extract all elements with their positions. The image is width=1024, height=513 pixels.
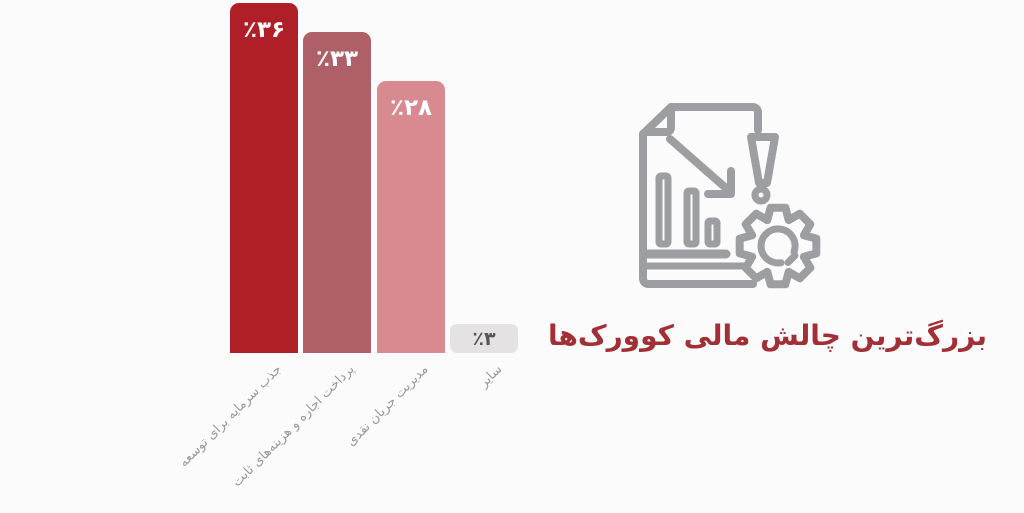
declining-bar-chart-icon bbox=[643, 172, 749, 270]
bar-category-label: پرداخت اجاره و هزینه‌های ثابت bbox=[230, 362, 359, 490]
bar-value-label: ٪۳۶ bbox=[242, 17, 286, 43]
chart-title: بزرگ‌ترین چالش مالی کوورک‌ها bbox=[547, 319, 988, 352]
document-with-folded-corner-icon bbox=[639, 103, 762, 288]
financial-report-warning-gear-icon bbox=[639, 103, 821, 289]
exclamation-mark-icon bbox=[747, 133, 779, 205]
bar-category-label: سایر bbox=[476, 362, 505, 391]
icon-wrap bbox=[633, 92, 825, 304]
bar-category-label: مدیریت جریان نقدی bbox=[343, 362, 432, 450]
bar: ٪۳۳ bbox=[303, 32, 371, 353]
bar: ٪۳ bbox=[450, 324, 518, 353]
bar-value-label: ٪۳۳ bbox=[315, 46, 359, 72]
bar: ٪۲۸ bbox=[377, 81, 445, 353]
bar-value-label: ٪۲۸ bbox=[389, 95, 433, 121]
bar-value-label: ٪۳ bbox=[472, 328, 496, 350]
gear-icon bbox=[735, 203, 821, 289]
bar: ٪۳۶ bbox=[230, 3, 298, 353]
down-trend-arrow-icon bbox=[666, 135, 735, 198]
